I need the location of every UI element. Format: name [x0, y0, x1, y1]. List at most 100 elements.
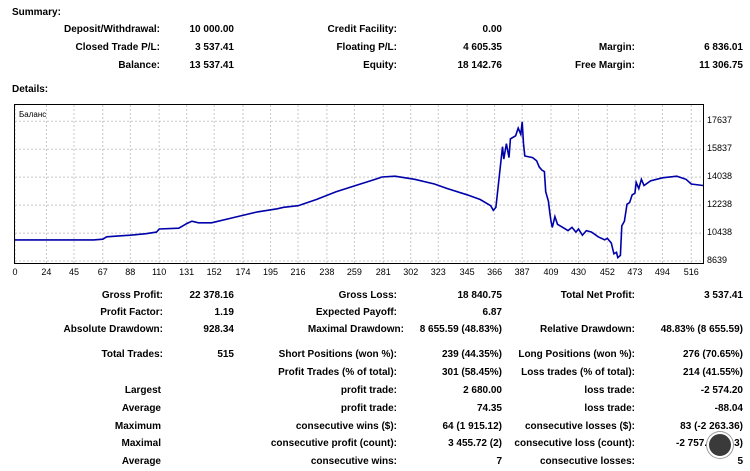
- x-tick-label: 67: [97, 267, 108, 277]
- balance-chart-plot: [15, 105, 703, 263]
- gross-profit-value: 22 378.16: [189, 290, 235, 301]
- balance-chart: [14, 104, 704, 264]
- short-positions-label: Short Positions (won %):: [278, 349, 397, 360]
- short-positions-value: 239 (44.35%): [441, 349, 502, 360]
- balance-value: 13 537.41: [189, 60, 235, 71]
- x-tick-label: 430: [570, 267, 587, 277]
- closed-pl-value: 3 537.41: [195, 42, 234, 53]
- deposit-label: Deposit/Withdrawal:: [63, 24, 160, 35]
- net-profit-value: 3 537.41: [704, 290, 743, 301]
- largest-loss-value: -2 574.20: [700, 385, 743, 396]
- y-tick-label: 15837: [707, 143, 733, 154]
- x-tick-label: 302: [403, 267, 419, 277]
- x-tick-label: 216: [290, 267, 306, 277]
- total-trades-label: Total Trades:: [101, 349, 164, 360]
- average-profit-label: profit trade:: [340, 403, 397, 414]
- floating-value: 4 605.35: [463, 42, 502, 53]
- long-positions-label: Long Positions (won %):: [518, 349, 635, 360]
- y-tick-label: 12238: [707, 199, 733, 210]
- average-profit-value: 74.35: [476, 403, 502, 414]
- largest-profit-value: 2 680.00: [463, 385, 502, 396]
- average-loss-value: -88.04: [714, 403, 743, 414]
- x-tick-label: 195: [263, 267, 279, 277]
- total-trades-value: 515: [217, 349, 234, 360]
- profit-trades-label: Profit Trades (% of total):: [278, 367, 397, 378]
- expected-payoff-value: 6.87: [482, 307, 502, 318]
- gross-loss-value: 18 840.75: [457, 290, 503, 301]
- x-tick-label: 24: [41, 267, 52, 277]
- summary-heading: Summary:: [12, 7, 61, 18]
- profit-factor-label: Profit Factor:: [100, 307, 163, 318]
- rel-drawdown-value: 48.83% (8 655.59): [660, 324, 743, 335]
- mouse-cursor-indicator: [707, 432, 733, 458]
- long-positions-value: 276 (70.65%): [682, 349, 743, 360]
- x-tick-label: 110: [151, 267, 167, 277]
- x-tick-label: 152: [206, 267, 222, 277]
- maximum-label: Maximum: [114, 421, 161, 432]
- rel-drawdown-label: Relative Drawdown:: [539, 324, 635, 335]
- deposit-value: 10 000.00: [189, 24, 235, 35]
- x-tick-label: 88: [125, 267, 136, 277]
- margin-label: Margin:: [598, 42, 635, 53]
- maximal-cons-loss-label: consecutive loss (count):: [514, 438, 635, 449]
- maximal-label: Maximal: [121, 438, 161, 449]
- closed-pl-label: Closed Trade P/L:: [75, 42, 160, 53]
- maximal-cons-loss-tail: 3): [734, 438, 743, 449]
- profit-factor-value: 1.19: [214, 307, 234, 318]
- max-cons-losses-label: consecutive losses ($):: [524, 421, 635, 432]
- avg-cons-losses-label: consecutive losses:: [539, 456, 635, 467]
- free-margin-value: 11 306.75: [699, 60, 743, 71]
- x-tick-label: 45: [68, 267, 79, 277]
- credit-value: 0.00: [482, 24, 502, 35]
- x-tick-label: 516: [683, 267, 699, 277]
- free-margin-label: Free Margin:: [574, 60, 635, 71]
- expected-payoff-label: Expected Payoff:: [315, 307, 397, 318]
- y-tick-label: 17637: [707, 115, 733, 126]
- max-drawdown-value: 8 655.59 (48.83%): [419, 324, 502, 335]
- x-tick-label: 323: [430, 267, 446, 277]
- x-tick-label: 409: [543, 267, 559, 277]
- max-cons-wins-value: 64 (1 915.12): [442, 421, 503, 432]
- max-cons-losses-value: 83 (-2 263.36): [680, 421, 743, 432]
- avg-cons-losses-value: 5: [737, 456, 743, 467]
- max-cons-wins-label: consecutive wins ($):: [295, 421, 397, 432]
- y-tick-label: 8639: [707, 255, 728, 265]
- equity-value: 18 142.76: [457, 60, 503, 71]
- x-tick-label: 259: [346, 267, 362, 277]
- abs-drawdown-value: 928.34: [203, 324, 234, 335]
- chart-title: Баланс: [19, 110, 47, 119]
- x-tick-label: 0: [12, 267, 18, 277]
- average-loss-label: loss trade:: [584, 403, 635, 414]
- x-tick-label: 345: [459, 267, 475, 277]
- x-tick-label: 494: [654, 267, 670, 277]
- details-heading: Details:: [12, 84, 49, 95]
- maximal-cons-profit-value: 3 455.72 (2): [448, 438, 502, 449]
- largest-loss-label: loss trade:: [584, 385, 635, 396]
- max-drawdown-label: Maximal Drawdown:: [307, 324, 404, 335]
- gross-loss-label: Gross Loss:: [338, 290, 397, 301]
- y-tick-label: 10438: [707, 227, 733, 238]
- margin-value: 6 836.01: [704, 42, 743, 53]
- x-tick-label: 452: [599, 267, 615, 277]
- x-tick-label: 387: [514, 267, 530, 277]
- x-tick-label: 238: [319, 267, 335, 277]
- loss-trades-value: 214 (41.55%): [682, 367, 743, 378]
- credit-label: Credit Facility:: [327, 24, 397, 35]
- floating-label: Floating P/L:: [336, 42, 397, 53]
- avg-cons-wins-value: 7: [496, 456, 502, 467]
- profit-trades-value: 301 (58.45%): [441, 367, 502, 378]
- maximal-cons-loss-value: -2 757.: [676, 438, 708, 449]
- maximal-cons-profit-label: consecutive profit (count):: [270, 438, 397, 449]
- loss-trades-label: Loss trades (% of total):: [521, 367, 635, 378]
- x-tick-label: 174: [235, 267, 251, 277]
- largest-label: Largest: [124, 385, 161, 396]
- x-tick-label: 473: [627, 267, 643, 277]
- gross-profit-label: Gross Profit:: [101, 290, 163, 301]
- x-tick-label: 131: [179, 267, 195, 277]
- largest-profit-label: profit trade:: [340, 385, 397, 396]
- net-profit-label: Total Net Profit:: [560, 290, 635, 301]
- balance-label: Balance:: [118, 60, 160, 71]
- average-label: Average: [121, 403, 161, 414]
- avg-cons-wins-label: consecutive wins:: [310, 456, 397, 467]
- x-tick-label: 281: [375, 267, 391, 277]
